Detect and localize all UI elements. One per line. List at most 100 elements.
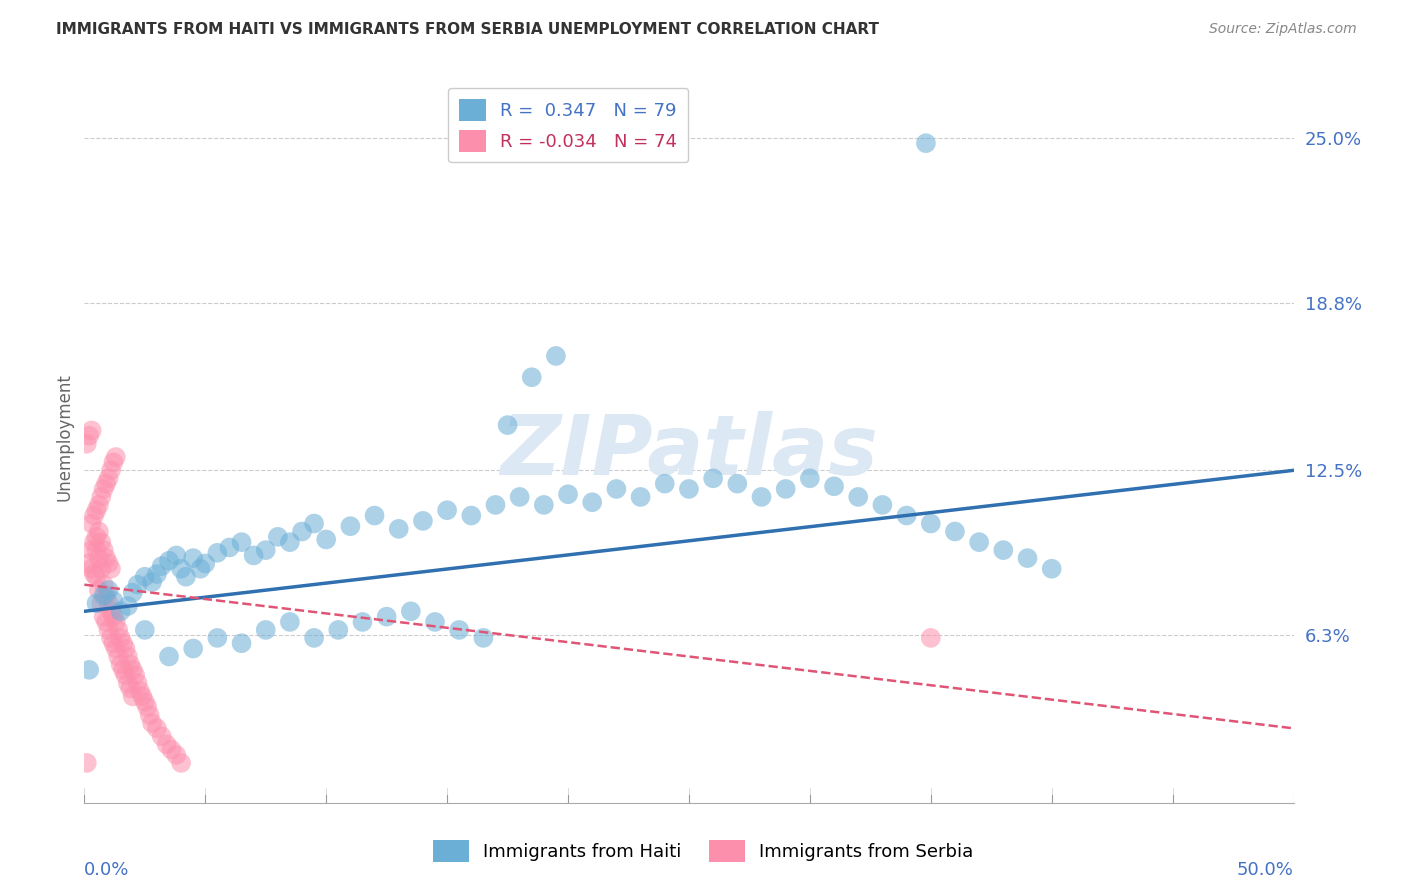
Point [110, 604, 132, 618]
Text: Source: ZipAtlas.com: Source: ZipAtlas.com [1209, 22, 1357, 37]
Text: 0.0%: 0.0% [84, 862, 129, 880]
Point [231, 636, 253, 650]
Point [100, 631, 122, 645]
Point [90, 535, 112, 549]
Point [86, 570, 108, 584]
Point [87, 582, 110, 597]
Point [90, 562, 112, 576]
Point [1017, 551, 1039, 566]
Point [131, 690, 153, 704]
Point [117, 599, 139, 613]
Point [93, 588, 115, 602]
Point [943, 524, 966, 539]
Point [120, 657, 142, 672]
Point [1040, 562, 1063, 576]
Point [267, 530, 290, 544]
Point [254, 623, 277, 637]
Point [80, 424, 103, 438]
Point [915, 136, 938, 151]
Point [97, 623, 120, 637]
Point [557, 487, 579, 501]
Point [121, 663, 143, 677]
Point [375, 609, 398, 624]
Point [87, 551, 110, 566]
Point [678, 482, 700, 496]
Point [110, 631, 132, 645]
Point [112, 663, 135, 677]
Point [83, 508, 105, 523]
Text: ZIPatlas: ZIPatlas [501, 411, 877, 492]
Point [896, 508, 918, 523]
Point [194, 557, 217, 571]
Point [83, 567, 105, 582]
Point [104, 450, 127, 464]
Point [110, 657, 132, 672]
Point [90, 596, 112, 610]
Point [77, 663, 100, 677]
Point [86, 530, 108, 544]
Point [80, 543, 103, 558]
Point [165, 747, 187, 762]
Point [117, 676, 139, 690]
Point [77, 557, 100, 571]
Point [165, 549, 187, 563]
Point [127, 577, 149, 591]
Point [423, 615, 446, 629]
Point [302, 516, 325, 531]
Point [472, 631, 495, 645]
Point [100, 562, 122, 576]
Point [121, 585, 143, 599]
Point [291, 524, 314, 539]
Point [412, 514, 434, 528]
Point [76, 756, 98, 770]
Point [103, 609, 125, 624]
Point [94, 588, 117, 602]
Point [94, 615, 117, 629]
Point [654, 476, 676, 491]
Point [920, 631, 942, 645]
Point [605, 482, 627, 496]
Point [90, 490, 112, 504]
Point [993, 543, 1015, 558]
Point [86, 543, 108, 558]
Point [134, 623, 156, 637]
Point [170, 562, 193, 576]
Point [134, 695, 156, 709]
Legend: Immigrants from Haiti, Immigrants from Serbia: Immigrants from Haiti, Immigrants from S… [426, 833, 980, 870]
Point [97, 582, 120, 597]
Point [399, 604, 422, 618]
Point [872, 498, 894, 512]
Point [80, 562, 103, 576]
Point [124, 668, 146, 682]
Point [846, 490, 869, 504]
Point [129, 684, 152, 698]
Point [146, 567, 169, 582]
Point [388, 522, 411, 536]
Point [107, 649, 129, 664]
Point [160, 742, 183, 756]
Point [134, 570, 156, 584]
Point [725, 476, 748, 491]
Point [107, 623, 129, 637]
Point [207, 631, 229, 645]
Point [87, 498, 110, 512]
Point [138, 708, 160, 723]
Point [315, 533, 337, 547]
Point [254, 543, 277, 558]
Point [207, 546, 229, 560]
Point [100, 463, 122, 477]
Point [751, 490, 773, 504]
Point [157, 554, 180, 568]
Point [103, 455, 125, 469]
Point [127, 676, 149, 690]
Point [702, 471, 724, 485]
Point [103, 593, 125, 607]
Point [97, 471, 120, 485]
Point [121, 690, 143, 704]
Point [231, 535, 253, 549]
Point [181, 641, 204, 656]
Point [174, 570, 197, 584]
Point [80, 516, 103, 531]
Point [155, 737, 177, 751]
Point [94, 476, 117, 491]
